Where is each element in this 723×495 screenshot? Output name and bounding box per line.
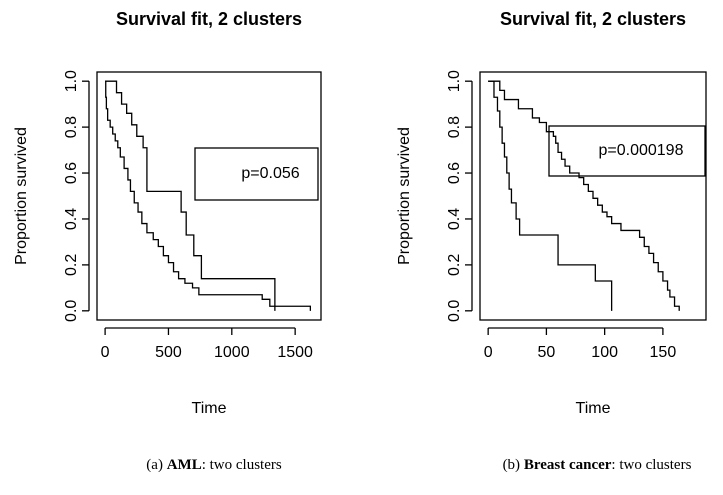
- x-tick-label: 1500: [277, 344, 313, 361]
- plot-frame: [479, 71, 707, 321]
- caption-bold: AML: [167, 457, 202, 473]
- chart-title: Survival fit, 2 clusters: [500, 9, 686, 29]
- survival-curve: [488, 80, 613, 311]
- y-axis-label: Proportion survived: [13, 127, 30, 265]
- x-tick-label: 50: [538, 344, 556, 361]
- annotation: p=0.000198: [599, 142, 684, 159]
- x-tick-label: 100: [591, 344, 618, 361]
- y-tick-label: 0.2: [446, 254, 463, 276]
- caption: (a) AML: two clusters: [146, 457, 282, 473]
- survival-curve: [105, 80, 276, 311]
- x-tick-label: 500: [155, 344, 182, 361]
- survival-curve: [105, 80, 312, 311]
- y-tick-label: 1.0: [63, 70, 80, 92]
- x-axis-label: Time: [192, 400, 227, 417]
- chart-title: Survival fit, 2 clusters: [116, 9, 302, 29]
- caption-bold: Breast cancer: [524, 457, 612, 473]
- y-tick-label: 0.6: [446, 162, 463, 184]
- y-tick-label: 0.0: [446, 300, 463, 322]
- annotation: p=0.056: [241, 165, 299, 182]
- annotation-box: [548, 125, 706, 177]
- caption-text: : two clusters: [202, 457, 282, 473]
- y-tick-label: 0.8: [63, 116, 80, 138]
- annotation-box: [194, 147, 319, 201]
- y-tick-label: 0.8: [446, 116, 463, 138]
- survival-curve: [488, 80, 680, 311]
- y-tick-label: 0.4: [446, 208, 463, 230]
- caption-text: : two clusters: [611, 457, 691, 473]
- y-axis-label: Proportion survived: [396, 127, 413, 265]
- caption: (b) Breast cancer: two clusters: [503, 457, 692, 473]
- y-tick-label: 1.0: [446, 70, 463, 92]
- caption-label: (b): [503, 457, 521, 473]
- y-tick-label: 0.0: [63, 300, 80, 322]
- x-tick-label: 0: [101, 344, 110, 361]
- y-tick-label: 0.6: [63, 162, 80, 184]
- plot-frame: [96, 71, 322, 321]
- x-tick-label: 150: [650, 344, 677, 361]
- x-tick-label: 0: [484, 344, 493, 361]
- x-tick-label: 1000: [214, 344, 250, 361]
- y-tick-label: 0.2: [63, 254, 80, 276]
- caption-label: (a): [146, 457, 163, 473]
- x-axis-label: Time: [576, 400, 611, 417]
- y-tick-label: 0.4: [63, 208, 80, 230]
